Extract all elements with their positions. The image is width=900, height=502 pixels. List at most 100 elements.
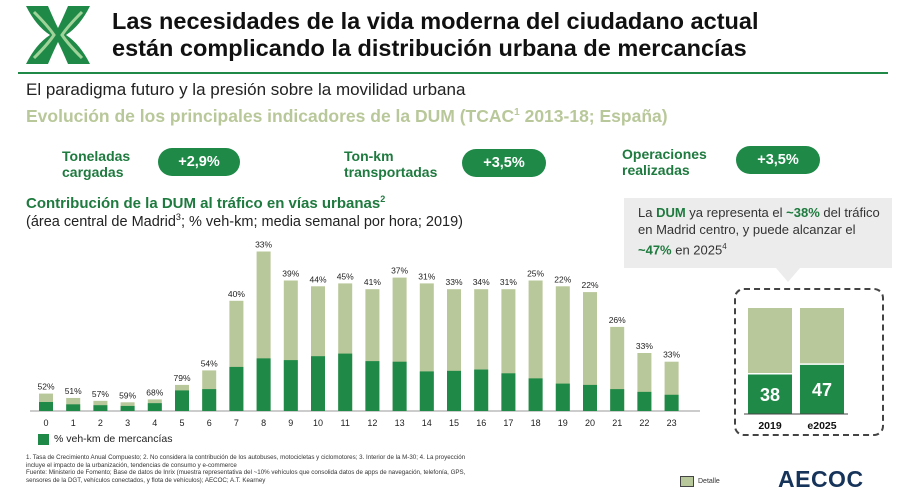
title-line-1: Las necesidades de la vida moderna del c… [112, 8, 759, 34]
page-title: Las necesidades de la vida moderna del c… [112, 8, 892, 62]
bar-freight-22 [637, 391, 652, 411]
footnote-line: Fuente: Ministerio de Fomento; Base de d… [26, 469, 466, 477]
chart-subtitle: (área central de Madrid3; % veh-km; medi… [26, 212, 463, 230]
kpi-value-operaciones: +3,5% [736, 146, 820, 174]
insight-callout: La DUM ya representa el ~38% del tráfico… [624, 198, 892, 268]
bar-freight-19 [555, 383, 570, 411]
kpi-label-line: Toneladas [62, 148, 131, 164]
x-tick-label-14: 14 [422, 418, 432, 428]
kpi-label-operaciones: Operaciones realizadas [622, 146, 707, 178]
chart-title-sup: 2 [380, 194, 386, 204]
detail-label: Detalle [698, 478, 720, 485]
chart-subtitle-b: ; % veh-km; media semanal por hora; 2019… [180, 213, 464, 230]
x-tick-label-20: 20 [585, 418, 595, 428]
bar-data-label-16: 34% [473, 277, 490, 287]
x-tick-label-12: 12 [367, 418, 377, 428]
bar-freight-8 [256, 358, 271, 411]
kpi-label-line: transportadas [344, 164, 438, 180]
x-tick-label-8: 8 [261, 418, 266, 428]
x-tick-label-1: 1 [71, 418, 76, 428]
bar-data-label-8: 33% [255, 240, 272, 250]
page-subtitle: El paradigma futuro y la presión sobre l… [26, 80, 466, 99]
x-tick-label-19: 19 [558, 418, 568, 428]
callout-text: en 2025 [671, 242, 723, 258]
chart-legend: % veh-km de mercancías [38, 433, 172, 445]
bar-data-label-20: 22% [581, 280, 598, 290]
bar-data-label-14: 31% [418, 271, 435, 281]
bar-freight-6 [202, 389, 217, 411]
bar-freight-18 [528, 378, 543, 411]
bar-data-label-23: 33% [663, 350, 680, 360]
callout-sup: 4 [722, 242, 727, 251]
bar-freight-15 [447, 370, 461, 411]
x-tick-label-2: 2 [98, 418, 103, 428]
bar-data-label-10: 44% [309, 274, 326, 284]
x-tick-label-17: 17 [503, 418, 513, 428]
x-tick-label-4: 4 [152, 418, 157, 428]
bar-data-label-5: 79% [173, 373, 190, 383]
bar-data-label-7: 40% [228, 289, 245, 299]
kpi-label-ton-km: Ton-km transportadas [344, 148, 437, 180]
footnote-line: incluye el impacto de la urbanización, t… [26, 461, 237, 469]
x-tick-label-15: 15 [449, 418, 459, 428]
detail-value-2019: 38 [760, 385, 780, 405]
footnote-line: 1. Tasa de Crecimiento Anual Compuesto; … [26, 454, 466, 461]
kpi-label-line: cargadas [62, 164, 124, 180]
bar-freight-9 [283, 360, 298, 411]
bar-data-label-6: 54% [201, 358, 218, 368]
detail-category-2019: 2019 [758, 420, 782, 432]
kpi-label-line: realizadas [622, 162, 690, 178]
section-title-text: Evolución de los principales indicadores… [26, 106, 515, 126]
detail-legend: Detalle [680, 476, 720, 487]
bar-freight-14 [419, 371, 434, 411]
bar-data-label-12: 41% [364, 277, 381, 287]
x-tick-label-9: 9 [288, 418, 293, 428]
bar-data-label-4: 68% [146, 387, 163, 397]
kpi-value-ton-km: +3,5% [462, 149, 546, 177]
bar-freight-13 [392, 361, 407, 411]
bar-data-label-17: 31% [500, 277, 517, 287]
x-tick-label-5: 5 [179, 418, 184, 428]
bar-freight-21 [610, 389, 625, 411]
bar-data-label-1: 51% [65, 386, 82, 396]
x-tick-label-10: 10 [313, 418, 323, 428]
bar-data-label-3: 59% [119, 390, 136, 400]
bar-data-label-22: 33% [636, 341, 653, 351]
bar-data-label-0: 52% [37, 382, 54, 392]
bar-data-label-21: 26% [609, 315, 626, 325]
bar-freight-16 [474, 369, 489, 411]
bar-freight-17 [501, 373, 516, 411]
detail-category-e2025: e2025 [807, 420, 836, 432]
detail-swatch [680, 476, 694, 487]
x-tick-label-6: 6 [207, 418, 212, 428]
callout-text: La [638, 205, 657, 220]
bar-freight-5 [175, 390, 189, 411]
callout-highlight: ~38% [786, 205, 820, 220]
section-title-end: 2013-18; España) [519, 106, 668, 126]
kpi-label-toneladas: Toneladas cargadas [62, 148, 130, 180]
legend-label: % veh-km de mercancías [54, 433, 173, 445]
bar-freight-2 [93, 405, 108, 411]
kpi-label-line: Operaciones [622, 146, 707, 162]
x-tick-label-21: 21 [612, 418, 622, 428]
brand-logo [26, 6, 90, 64]
callout-pointer [776, 268, 800, 282]
x-tick-label-23: 23 [667, 418, 677, 428]
detail-bar-freight-2019 [748, 373, 792, 414]
x-tick-label-16: 16 [476, 418, 486, 428]
x-tick-label-18: 18 [531, 418, 541, 428]
bar-data-label-11: 45% [337, 271, 354, 281]
callout-text: ya representa el [685, 205, 787, 220]
bar-data-label-15: 33% [445, 277, 462, 287]
x-tick-label-3: 3 [125, 418, 130, 428]
bar-freight-0 [39, 402, 53, 411]
section-title: Evolución de los principales indicadores… [26, 106, 668, 127]
bar-freight-23 [664, 394, 679, 411]
callout-text: del tráfico en Madrid centro, y puede al… [638, 205, 880, 237]
bar-freight-10 [311, 356, 325, 411]
title-line-2: están complicando la distribución urbana… [112, 35, 747, 61]
bar-data-label-9: 39% [282, 269, 299, 279]
callout-highlight: DUM [656, 205, 686, 220]
aecoc-logo: AECOC [778, 466, 864, 492]
